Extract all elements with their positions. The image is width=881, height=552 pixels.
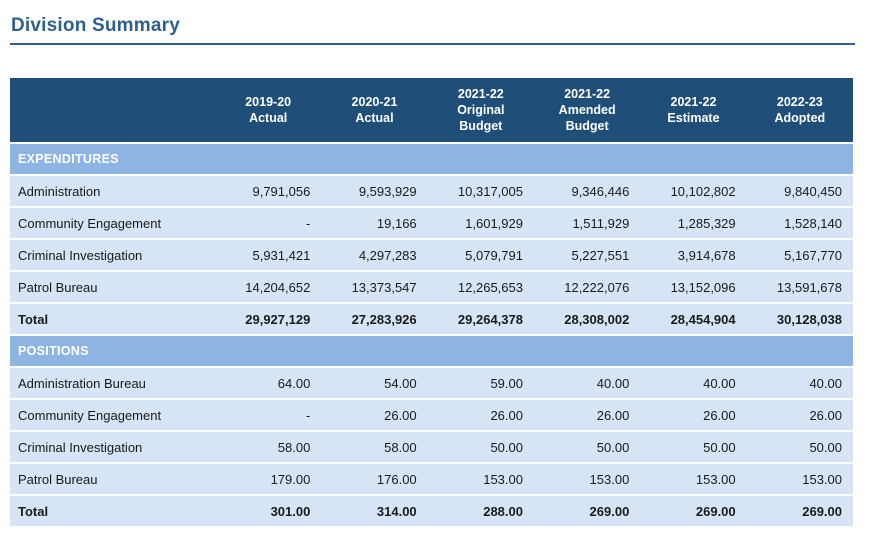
cell-value: 153.00 bbox=[746, 464, 853, 494]
cell-value: 10,102,802 bbox=[640, 176, 747, 206]
table-row-criminal-investigation-positions: Criminal Investigation 58.00 58.00 50.00… bbox=[10, 432, 853, 462]
cell-value: 9,791,056 bbox=[215, 176, 322, 206]
section-header-positions: POSITIONS bbox=[10, 336, 853, 366]
section-label: EXPENDITURES bbox=[10, 144, 853, 174]
cell-value: 50.00 bbox=[640, 432, 747, 462]
table-row-expenditures-total: Total 29,927,129 27,283,926 29,264,378 2… bbox=[10, 304, 853, 334]
col-header-2022-23-adopted: 2022-23 Adopted bbox=[746, 78, 853, 142]
cell-value: 5,227,551 bbox=[533, 240, 641, 270]
table-row-patrol-bureau: Patrol Bureau 14,204,652 13,373,547 12,2… bbox=[10, 272, 853, 302]
cell-value: 30,128,038 bbox=[746, 304, 853, 334]
cell-value: 301.00 bbox=[215, 496, 322, 526]
cell-value: 40.00 bbox=[533, 368, 641, 398]
cell-value: 59.00 bbox=[427, 368, 534, 398]
cell-value: 26.00 bbox=[533, 400, 641, 430]
cell-value: 3,914,678 bbox=[640, 240, 747, 270]
cell-value: 50.00 bbox=[533, 432, 641, 462]
col-header-2021-22-original: 2021-22 Original Budget bbox=[427, 78, 534, 142]
cell-value: 1,601,929 bbox=[427, 208, 534, 238]
document-page: Division Summary 2019-20 Actual 2020-21 … bbox=[10, 15, 855, 528]
cell-value: 269.00 bbox=[533, 496, 641, 526]
corner-cell-blank bbox=[10, 78, 215, 142]
cell-value: - bbox=[215, 208, 322, 238]
cell-value: 58.00 bbox=[215, 432, 322, 462]
section-header-expenditures: EXPENDITURES bbox=[10, 144, 853, 174]
cell-value: 64.00 bbox=[215, 368, 322, 398]
cell-value: 50.00 bbox=[427, 432, 534, 462]
cell-value: - bbox=[215, 400, 322, 430]
cell-value: 27,283,926 bbox=[321, 304, 428, 334]
col-header-2019-20-actual: 2019-20 Actual bbox=[215, 78, 322, 142]
cell-value: 50.00 bbox=[746, 432, 853, 462]
row-label: Community Engagement bbox=[10, 208, 215, 238]
cell-value: 1,285,329 bbox=[640, 208, 747, 238]
section-label: POSITIONS bbox=[10, 336, 853, 366]
table-row-positions-total: Total 301.00 314.00 288.00 269.00 269.00… bbox=[10, 496, 853, 526]
cell-value: 13,373,547 bbox=[321, 272, 428, 302]
cell-value: 1,528,140 bbox=[746, 208, 853, 238]
cell-value: 14,204,652 bbox=[215, 272, 322, 302]
cell-value: 12,265,653 bbox=[427, 272, 534, 302]
cell-value: 1,511,929 bbox=[533, 208, 641, 238]
cell-value: 40.00 bbox=[746, 368, 853, 398]
table-row-administration-bureau: Administration Bureau 64.00 54.00 59.00 … bbox=[10, 368, 853, 398]
cell-value: 179.00 bbox=[215, 464, 322, 494]
row-label: Total bbox=[10, 496, 215, 526]
cell-value: 58.00 bbox=[321, 432, 428, 462]
table-row-community-engagement-positions: Community Engagement - 26.00 26.00 26.00… bbox=[10, 400, 853, 430]
cell-value: 9,346,446 bbox=[533, 176, 641, 206]
page-title: Division Summary bbox=[11, 15, 180, 36]
row-label: Total bbox=[10, 304, 215, 334]
cell-value: 5,167,770 bbox=[746, 240, 853, 270]
cell-value: 9,593,929 bbox=[321, 176, 428, 206]
division-summary-table: 2019-20 Actual 2020-21 Actual 2021-22 Or… bbox=[10, 76, 853, 528]
cell-value: 29,927,129 bbox=[215, 304, 322, 334]
cell-value: 12,222,076 bbox=[533, 272, 641, 302]
cell-value: 40.00 bbox=[640, 368, 747, 398]
cell-value: 29,264,378 bbox=[427, 304, 534, 334]
cell-value: 26.00 bbox=[427, 400, 534, 430]
row-label: Patrol Bureau bbox=[10, 272, 215, 302]
cell-value: 10,317,005 bbox=[427, 176, 534, 206]
row-label: Administration Bureau bbox=[10, 368, 215, 398]
cell-value: 26.00 bbox=[321, 400, 428, 430]
cell-value: 26.00 bbox=[746, 400, 853, 430]
cell-value: 28,308,002 bbox=[533, 304, 641, 334]
cell-value: 269.00 bbox=[746, 496, 853, 526]
cell-value: 153.00 bbox=[640, 464, 747, 494]
cell-value: 269.00 bbox=[640, 496, 747, 526]
cell-value: 13,591,678 bbox=[746, 272, 853, 302]
row-label: Criminal Investigation bbox=[10, 240, 215, 270]
title-divider bbox=[10, 43, 855, 45]
cell-value: 5,931,421 bbox=[215, 240, 322, 270]
cell-value: 153.00 bbox=[533, 464, 641, 494]
cell-value: 9,840,450 bbox=[746, 176, 853, 206]
col-header-2021-22-estimate: 2021-22 Estimate bbox=[640, 78, 747, 142]
row-label: Administration bbox=[10, 176, 215, 206]
cell-value: 13,152,096 bbox=[640, 272, 747, 302]
table-row-patrol-bureau-positions: Patrol Bureau 179.00 176.00 153.00 153.0… bbox=[10, 464, 853, 494]
cell-value: 19,166 bbox=[321, 208, 428, 238]
col-header-2020-21-actual: 2020-21 Actual bbox=[321, 78, 428, 142]
row-label: Patrol Bureau bbox=[10, 464, 215, 494]
cell-value: 26.00 bbox=[640, 400, 747, 430]
table-row-criminal-investigation: Criminal Investigation 5,931,421 4,297,2… bbox=[10, 240, 853, 270]
row-label: Community Engagement bbox=[10, 400, 215, 430]
table-row-administration: Administration 9,791,056 9,593,929 10,31… bbox=[10, 176, 853, 206]
cell-value: 288.00 bbox=[427, 496, 534, 526]
table-header-row: 2019-20 Actual 2020-21 Actual 2021-22 Or… bbox=[10, 78, 853, 142]
cell-value: 176.00 bbox=[321, 464, 428, 494]
cell-value: 314.00 bbox=[321, 496, 428, 526]
cell-value: 153.00 bbox=[427, 464, 534, 494]
cell-value: 4,297,283 bbox=[321, 240, 428, 270]
cell-value: 54.00 bbox=[321, 368, 428, 398]
table-row-community-engagement: Community Engagement - 19,166 1,601,929 … bbox=[10, 208, 853, 238]
col-header-2021-22-amended: 2021-22 Amended Budget bbox=[533, 78, 641, 142]
row-label: Criminal Investigation bbox=[10, 432, 215, 462]
cell-value: 5,079,791 bbox=[427, 240, 534, 270]
cell-value: 28,454,904 bbox=[640, 304, 747, 334]
